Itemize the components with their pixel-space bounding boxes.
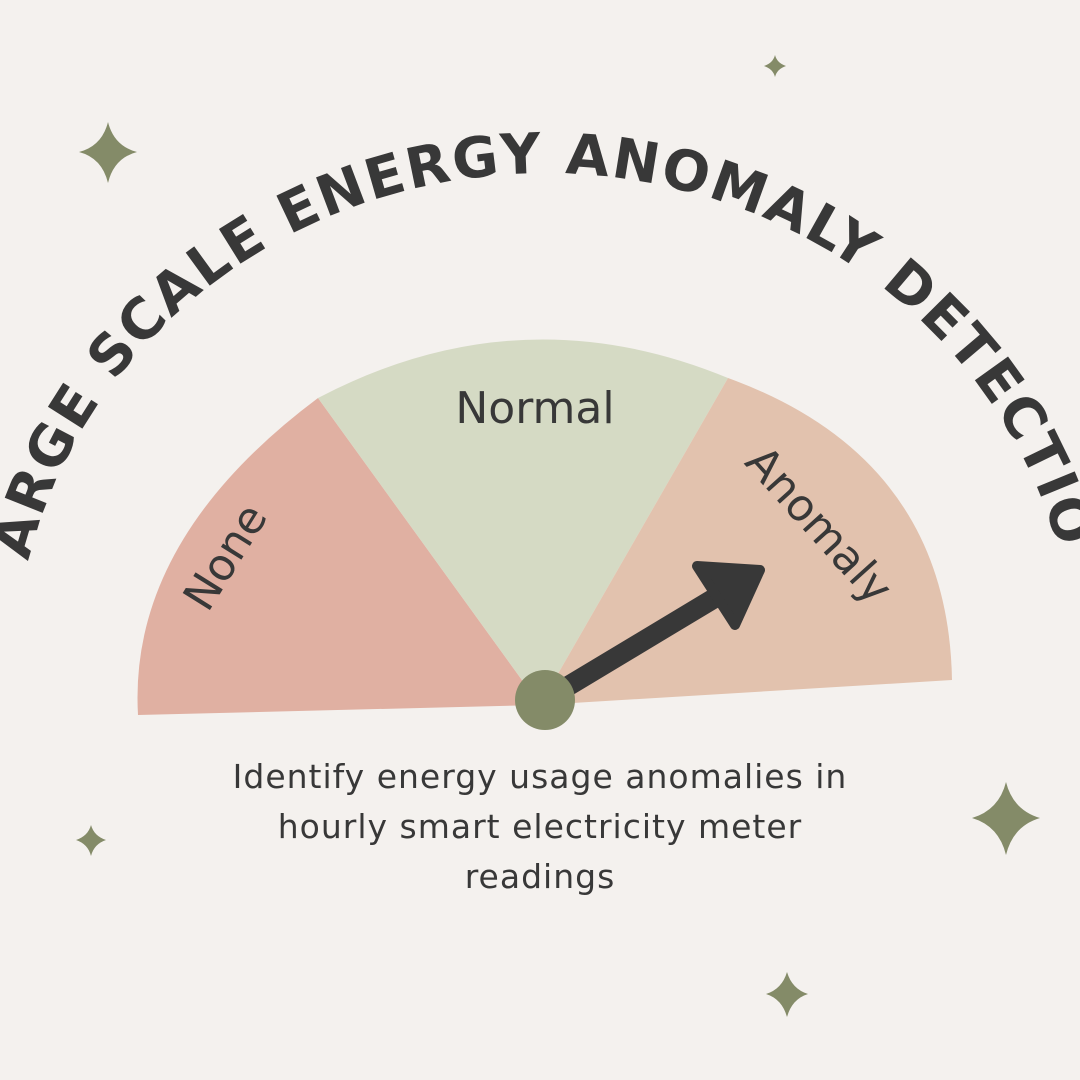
gauge-segment-normal <box>318 339 728 705</box>
description-line-2: hourly smart electricity meter <box>277 807 803 846</box>
gauge-segment-anomaly <box>540 378 952 705</box>
description-line-3: readings <box>464 857 616 896</box>
sparkle-icon <box>764 55 786 77</box>
sparkle-icon <box>972 782 1040 855</box>
description-line-1: Identify energy usage anomalies in <box>232 757 848 796</box>
description: Identify energy usage anomalies in hourl… <box>190 752 890 902</box>
sparkle-icon <box>79 122 137 183</box>
gauge-needle <box>535 561 765 710</box>
gauge-segment-none <box>137 398 540 715</box>
gauge-hub <box>515 670 575 730</box>
sparkle-icon <box>76 825 106 856</box>
gauge-label-normal: Normal <box>455 383 614 434</box>
sparkle-icon <box>766 972 808 1017</box>
